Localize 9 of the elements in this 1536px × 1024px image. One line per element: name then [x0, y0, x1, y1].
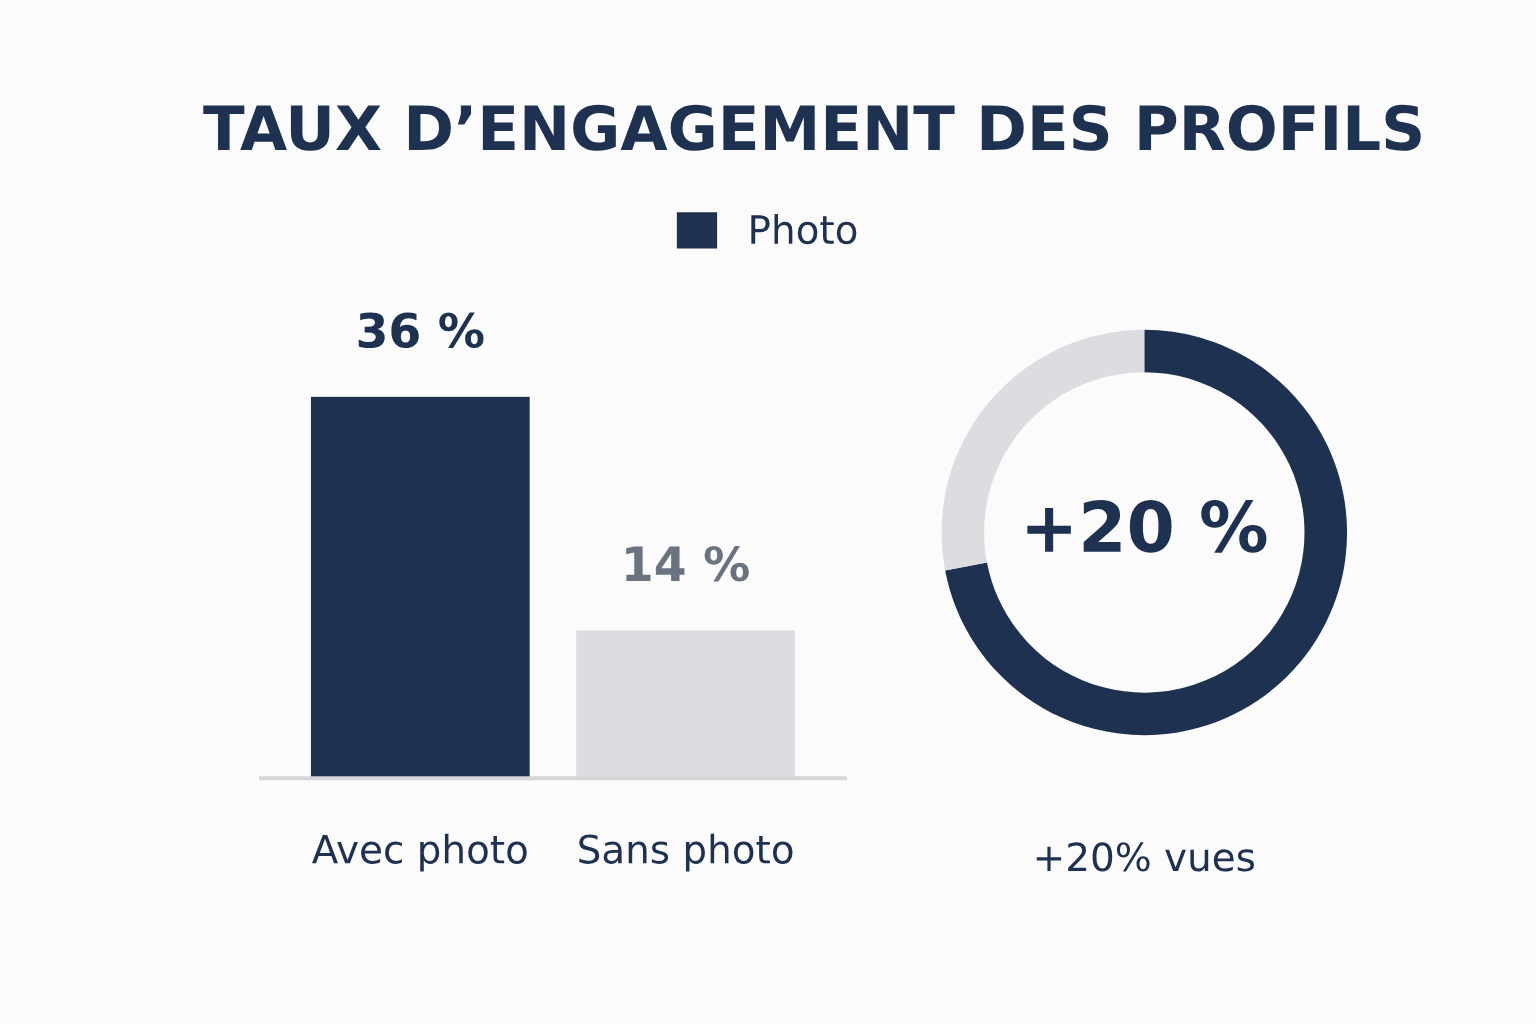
chart-title: TAUX D’ENGAGEMENT DES PROFILS — [203, 104, 1421, 151]
data-label: 14 % — [626, 545, 749, 582]
text: +20 % — [1027, 500, 1267, 553]
legend-label: Photo — [751, 214, 857, 245]
text: +20% vues — [1036, 842, 1255, 872]
x-tick-label: Sans photo — [579, 833, 793, 872]
donut-slice — [945, 329, 1348, 736]
x-tick-label: Avec photo — [312, 833, 527, 872]
data-label: 36 % — [358, 312, 484, 349]
